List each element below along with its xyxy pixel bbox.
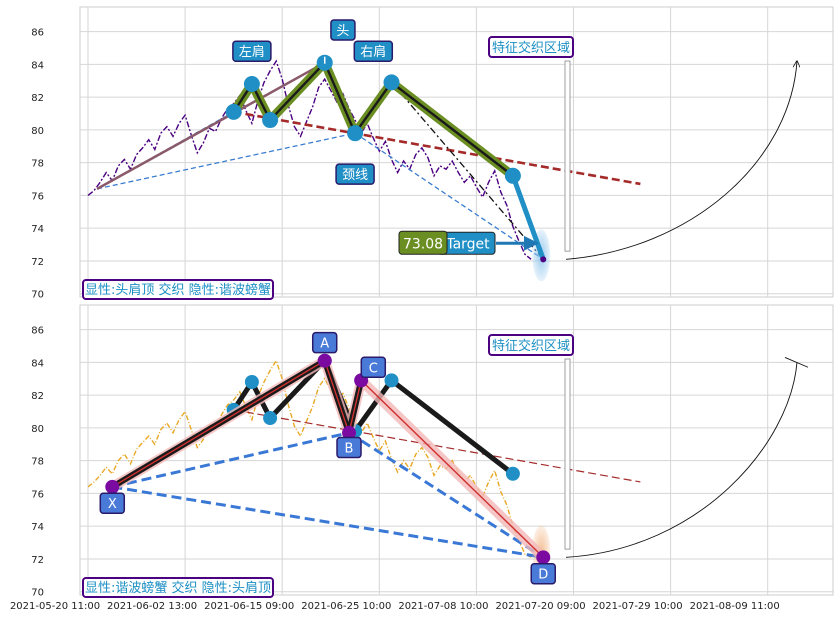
hs-point (244, 375, 259, 390)
pattern-label-box (360, 356, 387, 379)
x-tick-label: 2021-07-08 10:00 (398, 601, 488, 612)
x-axis: 2021-05-20 11:00 2021-06-02 13:00 2021-06-… (10, 601, 780, 612)
zone-marker (564, 358, 571, 550)
zone-label: 特征交织区域 (492, 40, 570, 56)
guide-dashdot-line (391, 81, 544, 260)
hs-point (505, 466, 520, 481)
pattern-label: D (538, 568, 548, 583)
description-box (82, 279, 274, 300)
hs-point (384, 373, 399, 388)
pattern-label-box (330, 19, 356, 41)
pattern-label: X (108, 497, 117, 512)
y-tick-label: 80 (31, 424, 44, 435)
y-tick-label: 76 (31, 489, 44, 500)
pattern-label-box (335, 163, 375, 185)
x-tick-label: 2021-07-20 09:00 (495, 601, 585, 612)
zone-box (488, 36, 574, 58)
pattern-point (347, 125, 364, 142)
guide-dashed-line (354, 132, 544, 260)
guide-dashed-line (96, 132, 356, 190)
pattern-point (540, 256, 547, 263)
pattern-label: B (345, 442, 354, 457)
description-label: 显性:谐波螃蟹 交织 隐性:头肩顶 (85, 580, 271, 596)
pattern-label: 头 (336, 24, 349, 39)
projection-cap (784, 357, 809, 368)
x-tick-label: 2021-06-15 09:00 (204, 601, 294, 612)
pattern-label: C (369, 361, 378, 376)
y-tick-label: 76 (31, 191, 44, 202)
price-series-line (87, 59, 532, 260)
pattern-label: 右肩 (360, 44, 386, 60)
crab-point (317, 353, 332, 368)
pattern-point (504, 167, 521, 184)
crab-point (105, 479, 120, 494)
y-tick-label: 78 (31, 457, 44, 468)
pattern-point (383, 74, 400, 91)
projection-curve (565, 362, 798, 558)
crab-dashed-line (348, 431, 545, 559)
y-tick-label: 82 (31, 93, 44, 104)
pattern-label-box (336, 436, 362, 459)
crab-dashed-line (112, 485, 544, 559)
y-tick-label: 72 (31, 257, 44, 268)
plot-area (79, 304, 834, 596)
y-tick-label: 74 (31, 522, 44, 533)
hs-point (263, 411, 278, 426)
pattern-label-box (311, 331, 338, 354)
pattern-point (243, 76, 260, 93)
neckline (233, 409, 641, 483)
pattern-point (225, 103, 242, 120)
guide-rise-line (96, 61, 326, 190)
pattern-point (262, 112, 279, 129)
y-tick-label: 74 (31, 224, 44, 235)
x-tick-label: 2021-08-09 11:00 (690, 601, 780, 612)
target-value: 73.08 (403, 236, 443, 252)
zone-label: 特征交织区域 (492, 338, 570, 354)
y-tick-label: 82 (31, 391, 44, 402)
pattern-label-box (99, 492, 126, 514)
y-tick-label: 70 (31, 588, 44, 599)
crab-point (536, 550, 551, 565)
description-label: 显性:头肩顶 交织 隐性:谐波螃蟹 (85, 282, 271, 298)
zone-box (488, 334, 574, 356)
x-tick-label: 2021-06-02 13:00 (107, 601, 197, 612)
pattern-label: A (320, 337, 329, 352)
zone-marker (564, 60, 571, 252)
y-tick-label: 86 (31, 28, 44, 39)
crab-dashed-line (111, 431, 350, 489)
x-tick-label: 2021-05-20 11:00 (10, 601, 100, 612)
x-tick-label: 2021-07-29 10:00 (593, 601, 683, 612)
y-tick-label: 80 (31, 126, 44, 137)
y-tick-label: 78 (31, 159, 44, 170)
pattern-label-box (530, 562, 556, 585)
pattern-label-box (353, 40, 394, 62)
y-tick-label: 84 (31, 60, 44, 71)
projection-curve (565, 61, 797, 260)
y-tick-label: 70 (31, 290, 44, 301)
y-tick-label: 86 (31, 326, 44, 337)
description-box (82, 577, 274, 598)
target-label: Target (445, 236, 490, 252)
y-tick-label: 72 (31, 555, 44, 566)
target-value-box (398, 230, 448, 255)
pattern-label-box (232, 40, 272, 62)
pattern-label: 左肩 (239, 44, 265, 60)
pattern-label: 颈线 (342, 168, 368, 183)
crab-point (342, 425, 357, 440)
neckline (233, 110, 641, 186)
x-tick-label: 2021-06-25 10:00 (301, 601, 391, 612)
y-tick-label: 84 (31, 358, 44, 369)
